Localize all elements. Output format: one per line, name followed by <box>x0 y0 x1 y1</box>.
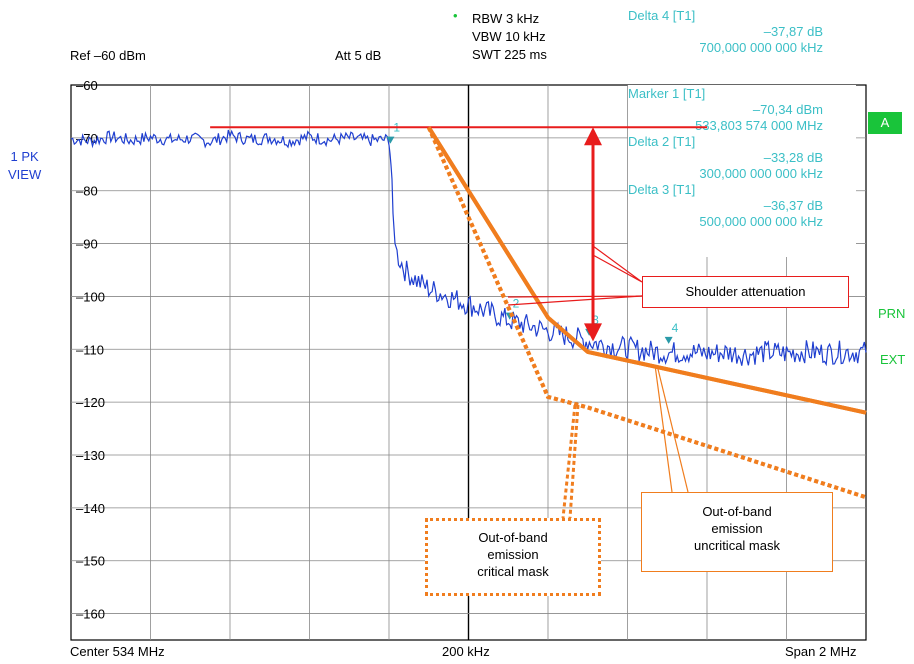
shoulder-leader-lower <box>508 296 642 305</box>
prn-label: PRN <box>878 306 905 321</box>
critical-mask-overlay <box>429 127 866 497</box>
critical-mask-line2: emission <box>428 546 598 563</box>
division-label: 200 kHz <box>442 644 490 659</box>
shoulder-arrow-head-bottom <box>584 323 602 341</box>
a-badge: A <box>868 112 902 134</box>
uncritical-mask-overlay <box>429 127 866 412</box>
annotation-lines <box>210 127 866 518</box>
uncritical-mask-line3: uncritical mask <box>642 537 832 554</box>
critical-mask-line3: critical mask <box>428 563 598 580</box>
shoulder-attenuation-callout: Shoulder attenuation <box>642 276 849 308</box>
center-frequency-label: Center 534 MHz <box>70 644 165 659</box>
shoulder-arrow-head-top <box>584 127 602 145</box>
shoulder-leader-upper <box>593 246 642 282</box>
uncritical-mask-callout: Out-of-band emission uncritical mask <box>641 492 833 572</box>
uncritical-leader-2 <box>657 365 688 492</box>
ext-label: EXT <box>880 352 905 367</box>
uncritical-mask-line1: Out-of-band <box>642 503 832 520</box>
span-label: Span 2 MHz <box>785 644 857 659</box>
critical-mask-line1: Out-of-band <box>428 529 598 546</box>
uncritical-mask-line2: emission <box>642 520 832 537</box>
critical-mask-callout: Out-of-band emission critical mask <box>425 518 601 596</box>
